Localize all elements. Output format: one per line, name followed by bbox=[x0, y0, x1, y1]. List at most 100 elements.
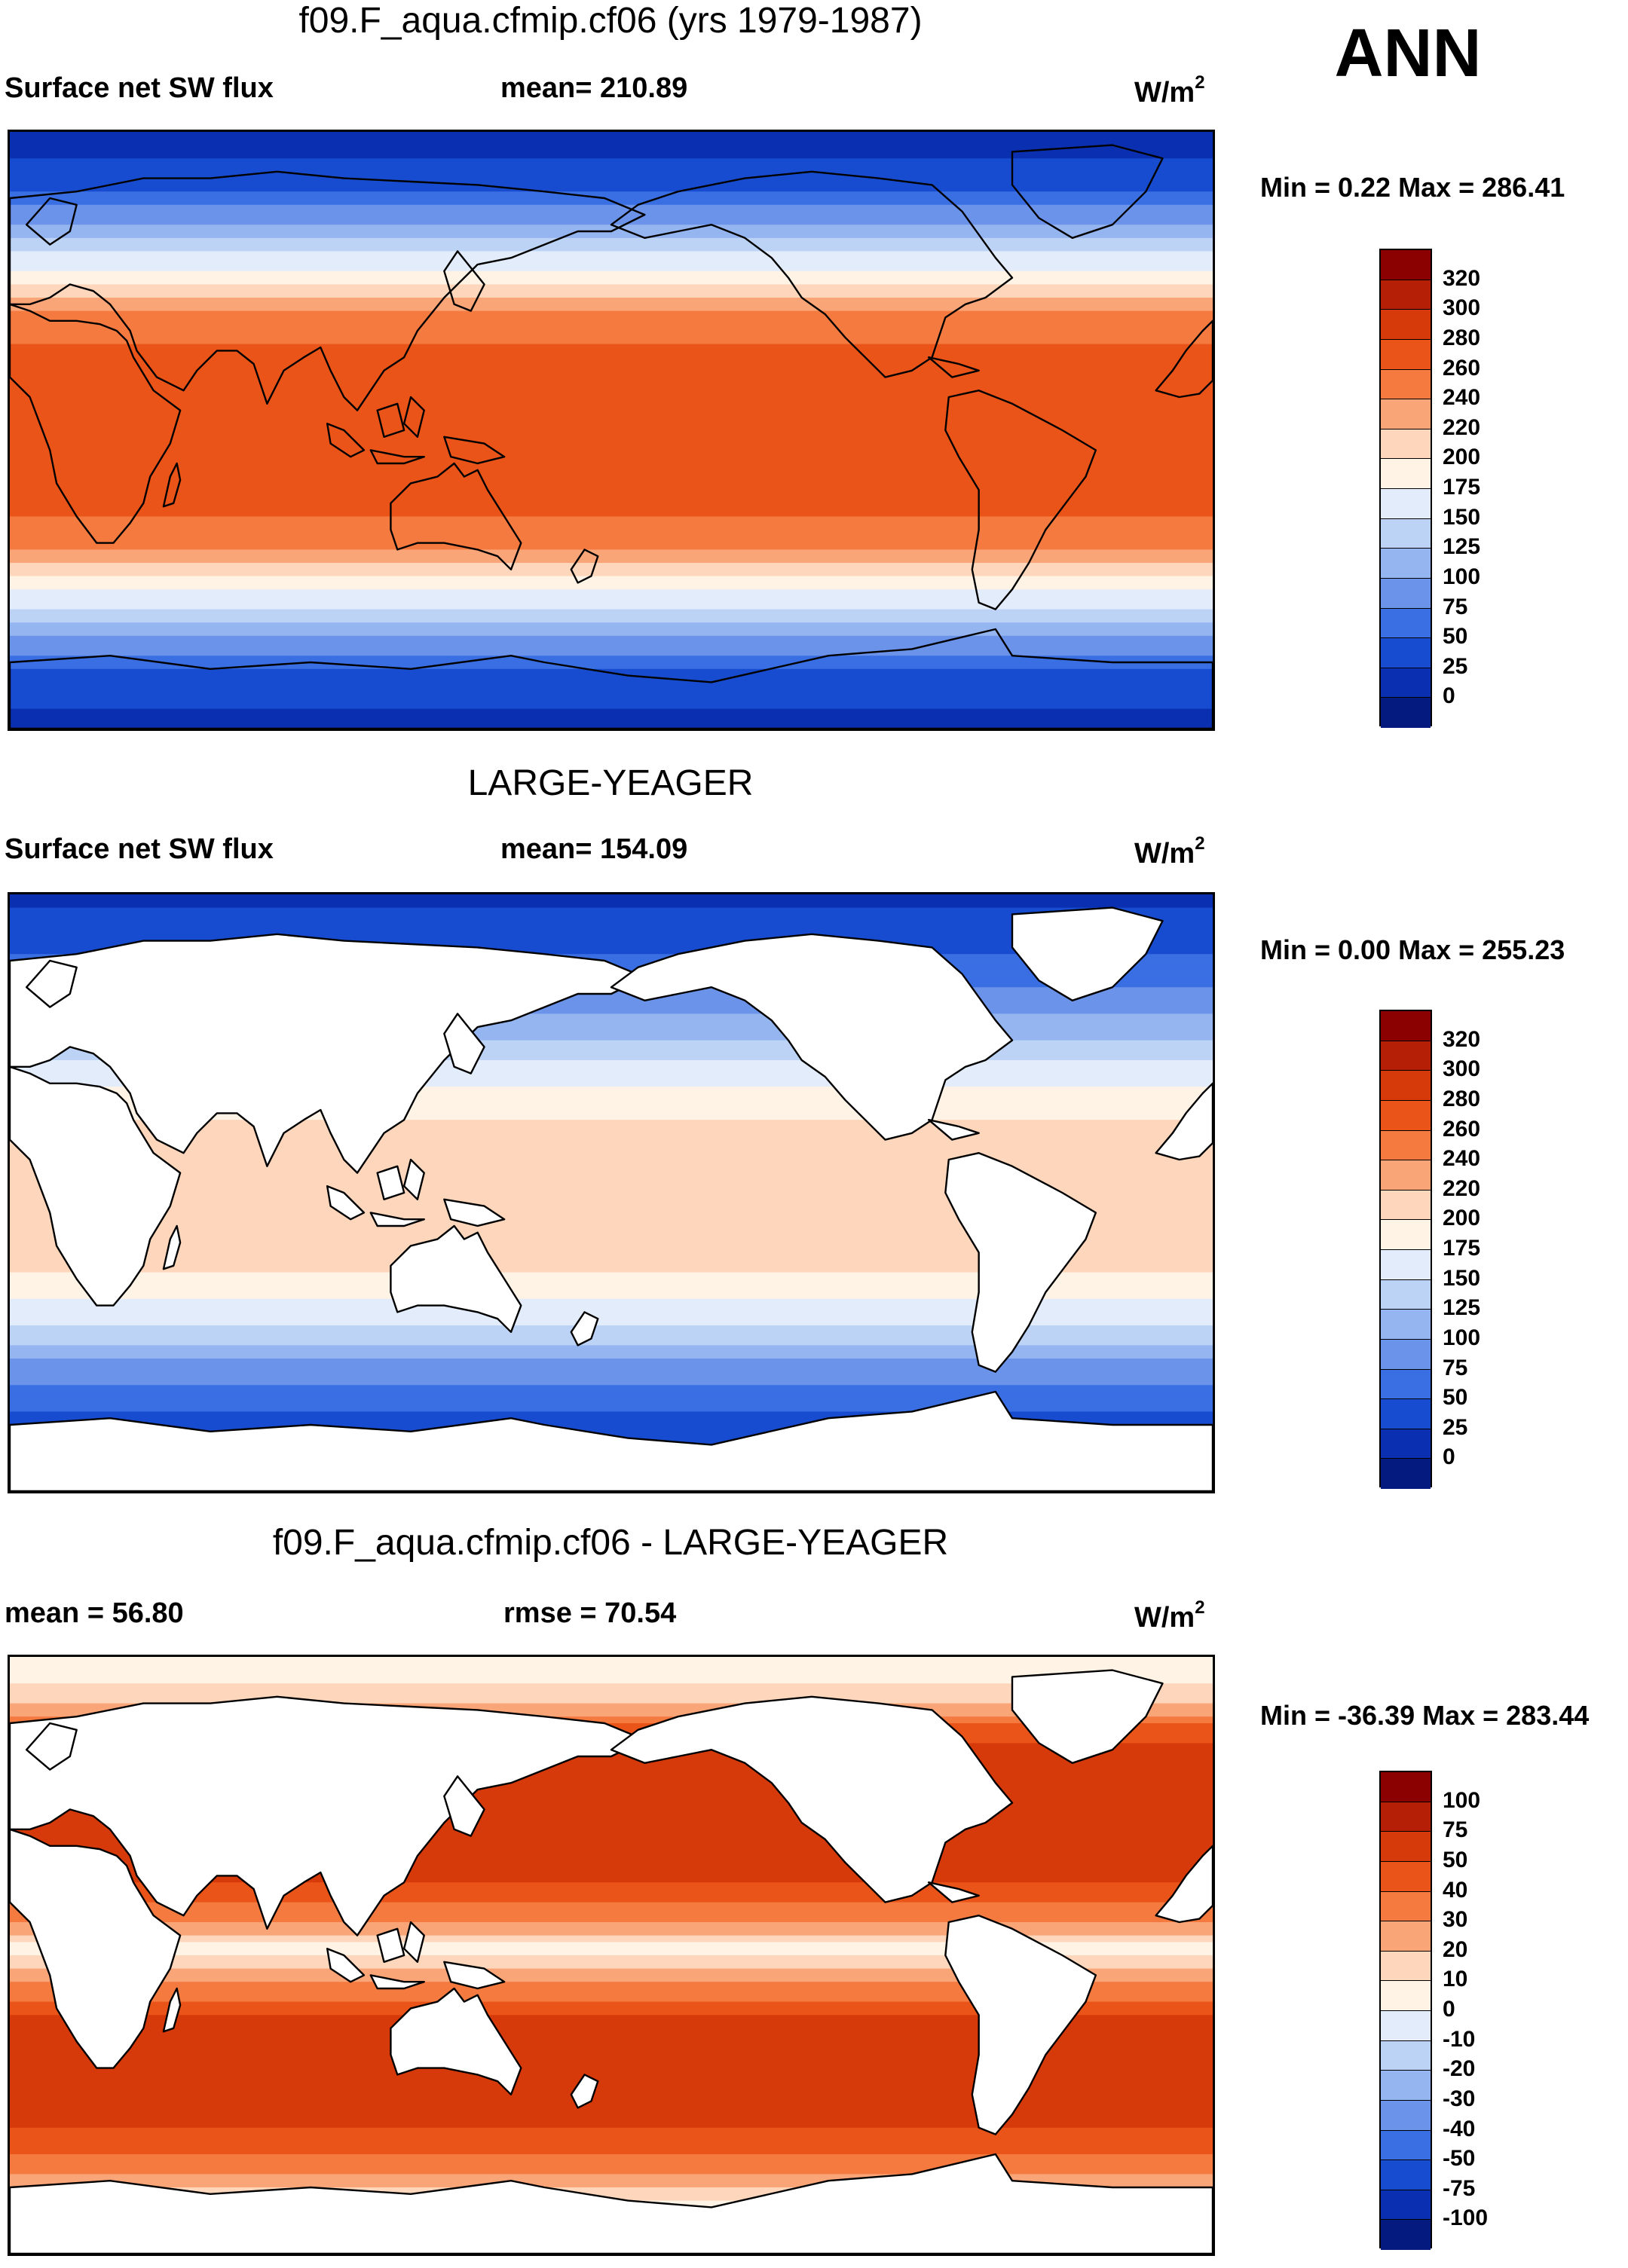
field-band bbox=[10, 171, 1213, 179]
field-band bbox=[10, 530, 1213, 537]
colorbar-tick-label: 175 bbox=[1443, 1236, 1481, 1261]
field-band bbox=[10, 1053, 1213, 1061]
field-band bbox=[10, 662, 1213, 670]
colorbar-swatch bbox=[1381, 1160, 1431, 1191]
field-band bbox=[10, 2022, 1213, 2029]
field-band bbox=[10, 622, 1213, 630]
colorbar-swatch bbox=[1381, 1399, 1431, 1429]
field-band bbox=[10, 2147, 1213, 2155]
field-band bbox=[10, 436, 1213, 445]
field-band bbox=[10, 1716, 1213, 1724]
colorbar-tick-label: 200 bbox=[1443, 445, 1481, 470]
field-band bbox=[10, 695, 1213, 703]
field-band bbox=[10, 1312, 1213, 1320]
field-band bbox=[10, 423, 1213, 431]
field-band bbox=[10, 596, 1213, 604]
field-band bbox=[10, 1093, 1213, 1101]
panel-2-title: LARGE-YEAGER bbox=[467, 763, 754, 803]
colorbar-tick-label: 25 bbox=[1443, 653, 1468, 679]
colorbar-tick-label: 240 bbox=[1443, 385, 1481, 411]
field-band bbox=[10, 2094, 1213, 2102]
field-band bbox=[10, 894, 1213, 902]
field-band bbox=[10, 1066, 1213, 1074]
field-band bbox=[10, 1186, 1213, 1194]
colorbar-swatch bbox=[1381, 2190, 1431, 2221]
panel-2-min-max: Min = 0.00 Max = 255.23 bbox=[1260, 934, 1565, 965]
colorbar-tick-label: 75 bbox=[1443, 1817, 1468, 1843]
field-band bbox=[10, 2167, 1213, 2175]
colorbar-tick-label: 25 bbox=[1443, 1414, 1468, 1440]
field-band bbox=[10, 1418, 1213, 1426]
field-band bbox=[10, 1856, 1213, 1863]
colorbar-swatch bbox=[1381, 518, 1431, 549]
field-band bbox=[10, 523, 1213, 530]
field-band bbox=[10, 1087, 1213, 1094]
field-band bbox=[10, 497, 1213, 504]
field-band bbox=[10, 2055, 1213, 2062]
field-band bbox=[10, 602, 1213, 610]
landmass-outline bbox=[26, 1723, 77, 1770]
panel-3-min-max: Min = -36.39 Max = 283.44 bbox=[1260, 1700, 1590, 1731]
field-band bbox=[10, 410, 1213, 418]
field-band bbox=[10, 258, 1213, 265]
landmass-outline bbox=[1012, 1670, 1163, 1763]
field-band bbox=[10, 1073, 1213, 1081]
colorbar-tick-label: 200 bbox=[1443, 1206, 1481, 1231]
field-band bbox=[10, 1869, 1213, 1877]
field-band bbox=[10, 483, 1213, 491]
field-band bbox=[10, 1835, 1213, 1844]
field-band bbox=[10, 1232, 1213, 1240]
field-band bbox=[10, 1033, 1213, 1041]
landmass-outline bbox=[10, 629, 1213, 729]
colorbar-swatch bbox=[1381, 280, 1431, 310]
colorbar-tick-label: 100 bbox=[1443, 1325, 1481, 1350]
panel-3-land-mask bbox=[10, 1670, 1213, 2254]
panel-3-rmse-label: rmse = 70.54 bbox=[503, 1597, 677, 1629]
field-band bbox=[10, 1027, 1213, 1035]
landmass-outline bbox=[26, 198, 77, 245]
field-band bbox=[10, 1345, 1213, 1353]
panel-3-title: f09.F_aqua.cfmip.cf06 - LARGE-YEAGER bbox=[272, 1523, 949, 1563]
panel-2-colorbar bbox=[1379, 1010, 1432, 1489]
field-band bbox=[10, 1378, 1213, 1386]
field-band bbox=[10, 1246, 1213, 1254]
field-band bbox=[10, 1942, 1213, 1950]
field-band bbox=[10, 191, 1213, 199]
colorbar-tick-label: 50 bbox=[1443, 1385, 1468, 1411]
field-band bbox=[10, 2028, 1213, 2036]
field-band bbox=[10, 2134, 1213, 2142]
landmass-outline bbox=[378, 1166, 404, 1200]
landmass-outline bbox=[945, 1153, 1096, 1371]
field-band bbox=[10, 1172, 1213, 1181]
field-band bbox=[10, 921, 1213, 928]
field-band bbox=[10, 370, 1213, 378]
landmass-outline bbox=[444, 251, 484, 310]
field-band bbox=[10, 1298, 1213, 1307]
field-band bbox=[10, 1146, 1213, 1154]
field-band bbox=[10, 344, 1213, 352]
colorbar-tick-label: 175 bbox=[1443, 475, 1481, 500]
field-band bbox=[10, 165, 1213, 173]
landmass-outline bbox=[327, 423, 364, 457]
field-band bbox=[10, 1206, 1213, 1214]
colorbar-tick-label: -10 bbox=[1443, 2026, 1476, 2052]
field-band bbox=[10, 357, 1213, 365]
colorbar-tick-label: 220 bbox=[1443, 414, 1481, 440]
field-band bbox=[10, 1259, 1213, 1267]
field-band bbox=[10, 1829, 1213, 1837]
field-band bbox=[10, 1909, 1213, 1917]
field-band bbox=[10, 1193, 1213, 1200]
field-band bbox=[10, 1902, 1213, 1910]
field-band bbox=[10, 204, 1213, 212]
field-band bbox=[10, 1915, 1213, 1923]
field-band bbox=[10, 1425, 1213, 1432]
colorbar-tick-label: 30 bbox=[1443, 1907, 1468, 1933]
field-band bbox=[10, 185, 1213, 193]
colorbar-tick-label: -100 bbox=[1443, 2205, 1489, 2231]
colorbar-swatch bbox=[1381, 489, 1431, 519]
colorbar-tick-label: -20 bbox=[1443, 2056, 1476, 2082]
field-band bbox=[10, 1663, 1213, 1671]
field-band bbox=[10, 1703, 1213, 1711]
landmass-outline bbox=[327, 1186, 364, 1219]
field-band bbox=[10, 271, 1213, 279]
